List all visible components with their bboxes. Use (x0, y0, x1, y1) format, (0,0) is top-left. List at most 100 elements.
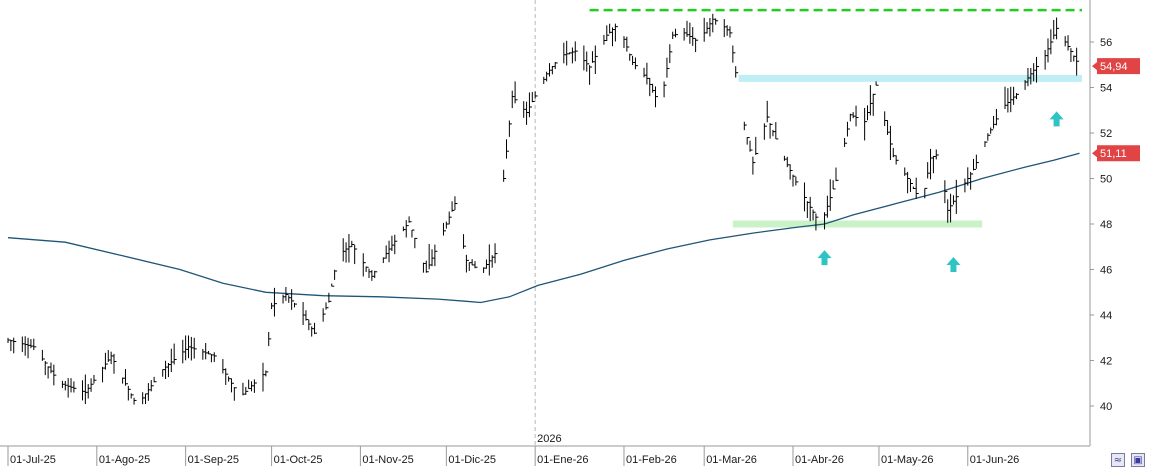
ohlc-bar (766, 100, 770, 123)
ohlc-bar (282, 294, 286, 304)
ohlc-bar (669, 44, 673, 64)
ohlc-bar (649, 77, 653, 97)
x-tick-label: 01-Jun-26 (970, 454, 1020, 466)
y-tick-label: 50 (1100, 174, 1112, 186)
y-tick-label: 44 (1100, 310, 1112, 322)
ohlc-bar (732, 45, 736, 63)
ohlc-bar (643, 67, 647, 78)
ohlc-bar (746, 137, 750, 145)
ohlc-bar (566, 40, 570, 66)
ohlc-bar (294, 302, 297, 308)
ohlc-bar (454, 196, 458, 211)
ohlc-bar (546, 71, 550, 82)
ohlc-bar (887, 120, 891, 135)
ohlc-bar (402, 226, 406, 232)
ohlc-bar (73, 381, 77, 393)
ohlc-bar (242, 382, 246, 396)
ohlc-bar (675, 28, 679, 38)
ohlc-bar (511, 90, 515, 109)
ohlc-bar (589, 65, 593, 85)
ohlc-bar (222, 359, 226, 374)
ohlc-bar (228, 376, 232, 382)
ohlc-bar (663, 81, 667, 98)
x-tick-label: 01-Nov-25 (362, 454, 413, 466)
ohlc-bar (251, 381, 255, 392)
year-marker-label: 2026 (537, 433, 561, 445)
ohlc-bar (692, 27, 696, 46)
ohlc-bar (672, 31, 676, 39)
ohlc-bar (124, 369, 128, 386)
ohlc-bar (362, 253, 366, 277)
ohlc-bar (569, 52, 573, 55)
ohlc-bar (824, 212, 828, 230)
ohlc-bar (612, 27, 616, 47)
ohlc-bar (314, 322, 318, 335)
ohlc-bar (308, 319, 312, 331)
ohlc-bar (408, 216, 412, 223)
ohlc-bar (127, 385, 131, 401)
ohlc-bar (895, 155, 899, 165)
ohlc-bar (869, 85, 873, 116)
ohlc-bar (872, 93, 876, 116)
ohlc-bar (606, 25, 610, 42)
ohlc-bar (268, 331, 272, 347)
ohlc-bar (394, 234, 398, 255)
ohlc-bar (494, 243, 498, 264)
ohlc-bar (328, 292, 332, 303)
ohlc-bar (944, 180, 948, 204)
ohlc-bar (10, 339, 14, 352)
wave-chart-icon[interactable]: ≈ (1111, 453, 1125, 467)
ohlc-bar (987, 133, 991, 141)
ohlc-bar (465, 254, 469, 273)
ohlc-bar (385, 245, 389, 259)
ohlc-bar (422, 262, 426, 273)
ohlc-bar (995, 108, 999, 126)
ohlc-bar (233, 387, 237, 401)
x-tick-label: 01-Abr-26 (795, 454, 844, 466)
ohlc-bar (434, 244, 438, 267)
y-tick-label: 46 (1100, 265, 1112, 277)
ohlc-bar (503, 169, 507, 182)
floppy-disk-icon[interactable]: ▣ (1131, 453, 1145, 467)
ohlc-bar (528, 92, 532, 118)
ohlc-bar (531, 91, 535, 103)
ohlc-bar (543, 76, 547, 84)
ohlc-bar (548, 63, 552, 77)
ohlc-bar (574, 41, 578, 62)
ohlc-bar (867, 105, 870, 121)
ohlc-bar (150, 380, 154, 392)
ohlc-bar (93, 374, 97, 384)
ohlc-bar (13, 337, 17, 354)
ohlc-bar (775, 122, 779, 140)
ohlc-bar (210, 354, 214, 363)
x-tick-label: 01-Jul-25 (10, 454, 56, 466)
price-tag-label: 54,94 (1100, 61, 1128, 73)
ohlc-bar (102, 366, 106, 383)
ohlc-bar (892, 147, 896, 158)
ohlc-bar (265, 370, 269, 377)
ohlc-bar (1047, 38, 1051, 63)
ohlc-bar (451, 201, 455, 212)
price-tag-box (1097, 58, 1140, 75)
ohlc-bar (609, 23, 613, 34)
ohlc-bar (632, 55, 636, 66)
ohlc-bar (414, 237, 418, 249)
ohlc-bar (162, 369, 166, 377)
ohlc-bar (984, 141, 988, 148)
ohlc-bar (950, 193, 954, 223)
ohlc-bar (526, 101, 530, 125)
ohlc-bar (884, 111, 888, 127)
ohlc-bar (193, 337, 197, 359)
ohlc-bar (904, 167, 908, 176)
ohlc-bar (354, 244, 358, 265)
ohlc-bar (371, 270, 375, 281)
ohlc-bar (1024, 80, 1028, 90)
ohlc-bar (875, 81, 879, 86)
ohlc-bar (955, 179, 959, 214)
ohlc-bar (789, 164, 793, 180)
ohlc-bar (849, 113, 853, 122)
ohlc-bar (213, 352, 217, 363)
y-tick-label: 42 (1100, 356, 1112, 368)
ohlc-bar (652, 83, 656, 93)
ohlc-bar (909, 178, 913, 192)
